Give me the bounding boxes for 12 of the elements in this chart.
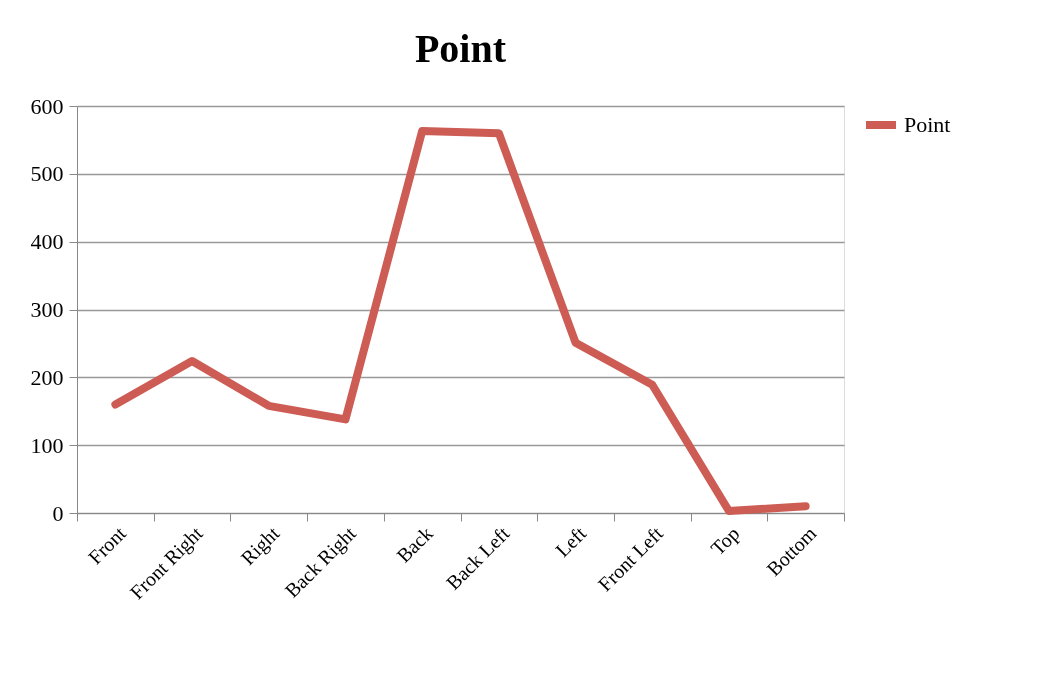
y-tick-label: 100: [30, 432, 64, 458]
y-tick-label: 400: [30, 229, 64, 255]
x-tick-label: Left: [551, 521, 591, 562]
y-tick-label: 300: [30, 297, 64, 322]
chart-title: Point: [414, 26, 507, 71]
x-tick-label: Back: [392, 522, 437, 567]
y-tick-label: 500: [30, 161, 64, 187]
y-tick-label: 600: [30, 93, 64, 119]
y-tick-label: 0: [52, 500, 64, 526]
y-tick-label: 200: [30, 364, 64, 390]
x-tick-label: Top: [706, 522, 745, 561]
legend-label: Point: [904, 112, 951, 137]
